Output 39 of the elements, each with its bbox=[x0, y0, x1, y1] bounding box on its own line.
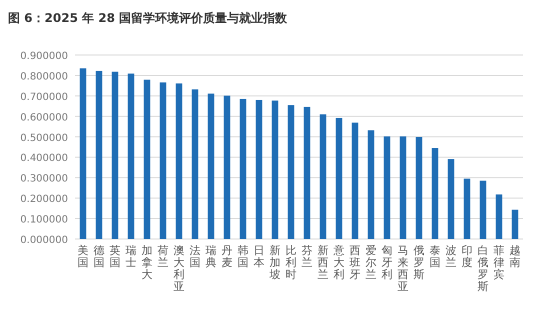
xtick: 美国 bbox=[78, 244, 88, 269]
xtick: 韩国 bbox=[238, 244, 248, 269]
xtick: 爱尔兰 bbox=[366, 244, 376, 281]
ytick: 0.100000 bbox=[20, 214, 68, 226]
ytick: 0.200000 bbox=[20, 194, 68, 206]
ytick: 0.400000 bbox=[20, 153, 68, 164]
xtick: 荷兰 bbox=[158, 244, 168, 269]
ytick: 0.500000 bbox=[20, 132, 68, 144]
xtick: 日本 bbox=[254, 244, 264, 269]
xtick: 西班牙 bbox=[350, 244, 360, 281]
xtick: 加拿大 bbox=[142, 244, 152, 281]
xtick: 马来西亚 bbox=[398, 244, 408, 293]
xtick: 泰国 bbox=[430, 244, 440, 269]
xtick: 瑞典 bbox=[206, 244, 216, 269]
ytick: 0.300000 bbox=[20, 174, 68, 185]
xtick: 澳大利亚 bbox=[174, 244, 184, 293]
xtick: 比利时 bbox=[286, 244, 296, 281]
xtick: 新加坡 bbox=[270, 244, 280, 281]
xtick: 意大利 bbox=[334, 244, 344, 281]
ytick: 0.000000 bbox=[20, 235, 68, 246]
ytick: 0.900000 bbox=[20, 51, 68, 62]
xtick: 匈牙利 bbox=[382, 244, 392, 281]
xtick: 德国 bbox=[94, 244, 104, 269]
xtick: 英国 bbox=[110, 244, 120, 269]
xtick: 菲律宾 bbox=[494, 244, 504, 281]
xtick: 瑞士 bbox=[126, 244, 136, 269]
ytick: 0.800000 bbox=[20, 71, 68, 82]
xtick: 波兰 bbox=[446, 244, 456, 269]
xtick: 俄罗斯 bbox=[414, 244, 424, 281]
ytick: 0.600000 bbox=[20, 112, 68, 124]
xtick: 芬兰 bbox=[302, 244, 312, 269]
xtick: 丹麦 bbox=[222, 244, 232, 269]
xtick: 印度 bbox=[462, 244, 472, 269]
xtick: 新西兰 bbox=[318, 244, 328, 281]
xtick: 越南 bbox=[510, 244, 520, 269]
xtick: 法国 bbox=[190, 244, 200, 269]
title: 图 6：2025 年 28 国留学环境评价质量与就业指数 bbox=[8, 11, 288, 25]
xtick: 白俄罗斯 bbox=[478, 244, 488, 293]
ytick: 0.700000 bbox=[20, 92, 68, 103]
